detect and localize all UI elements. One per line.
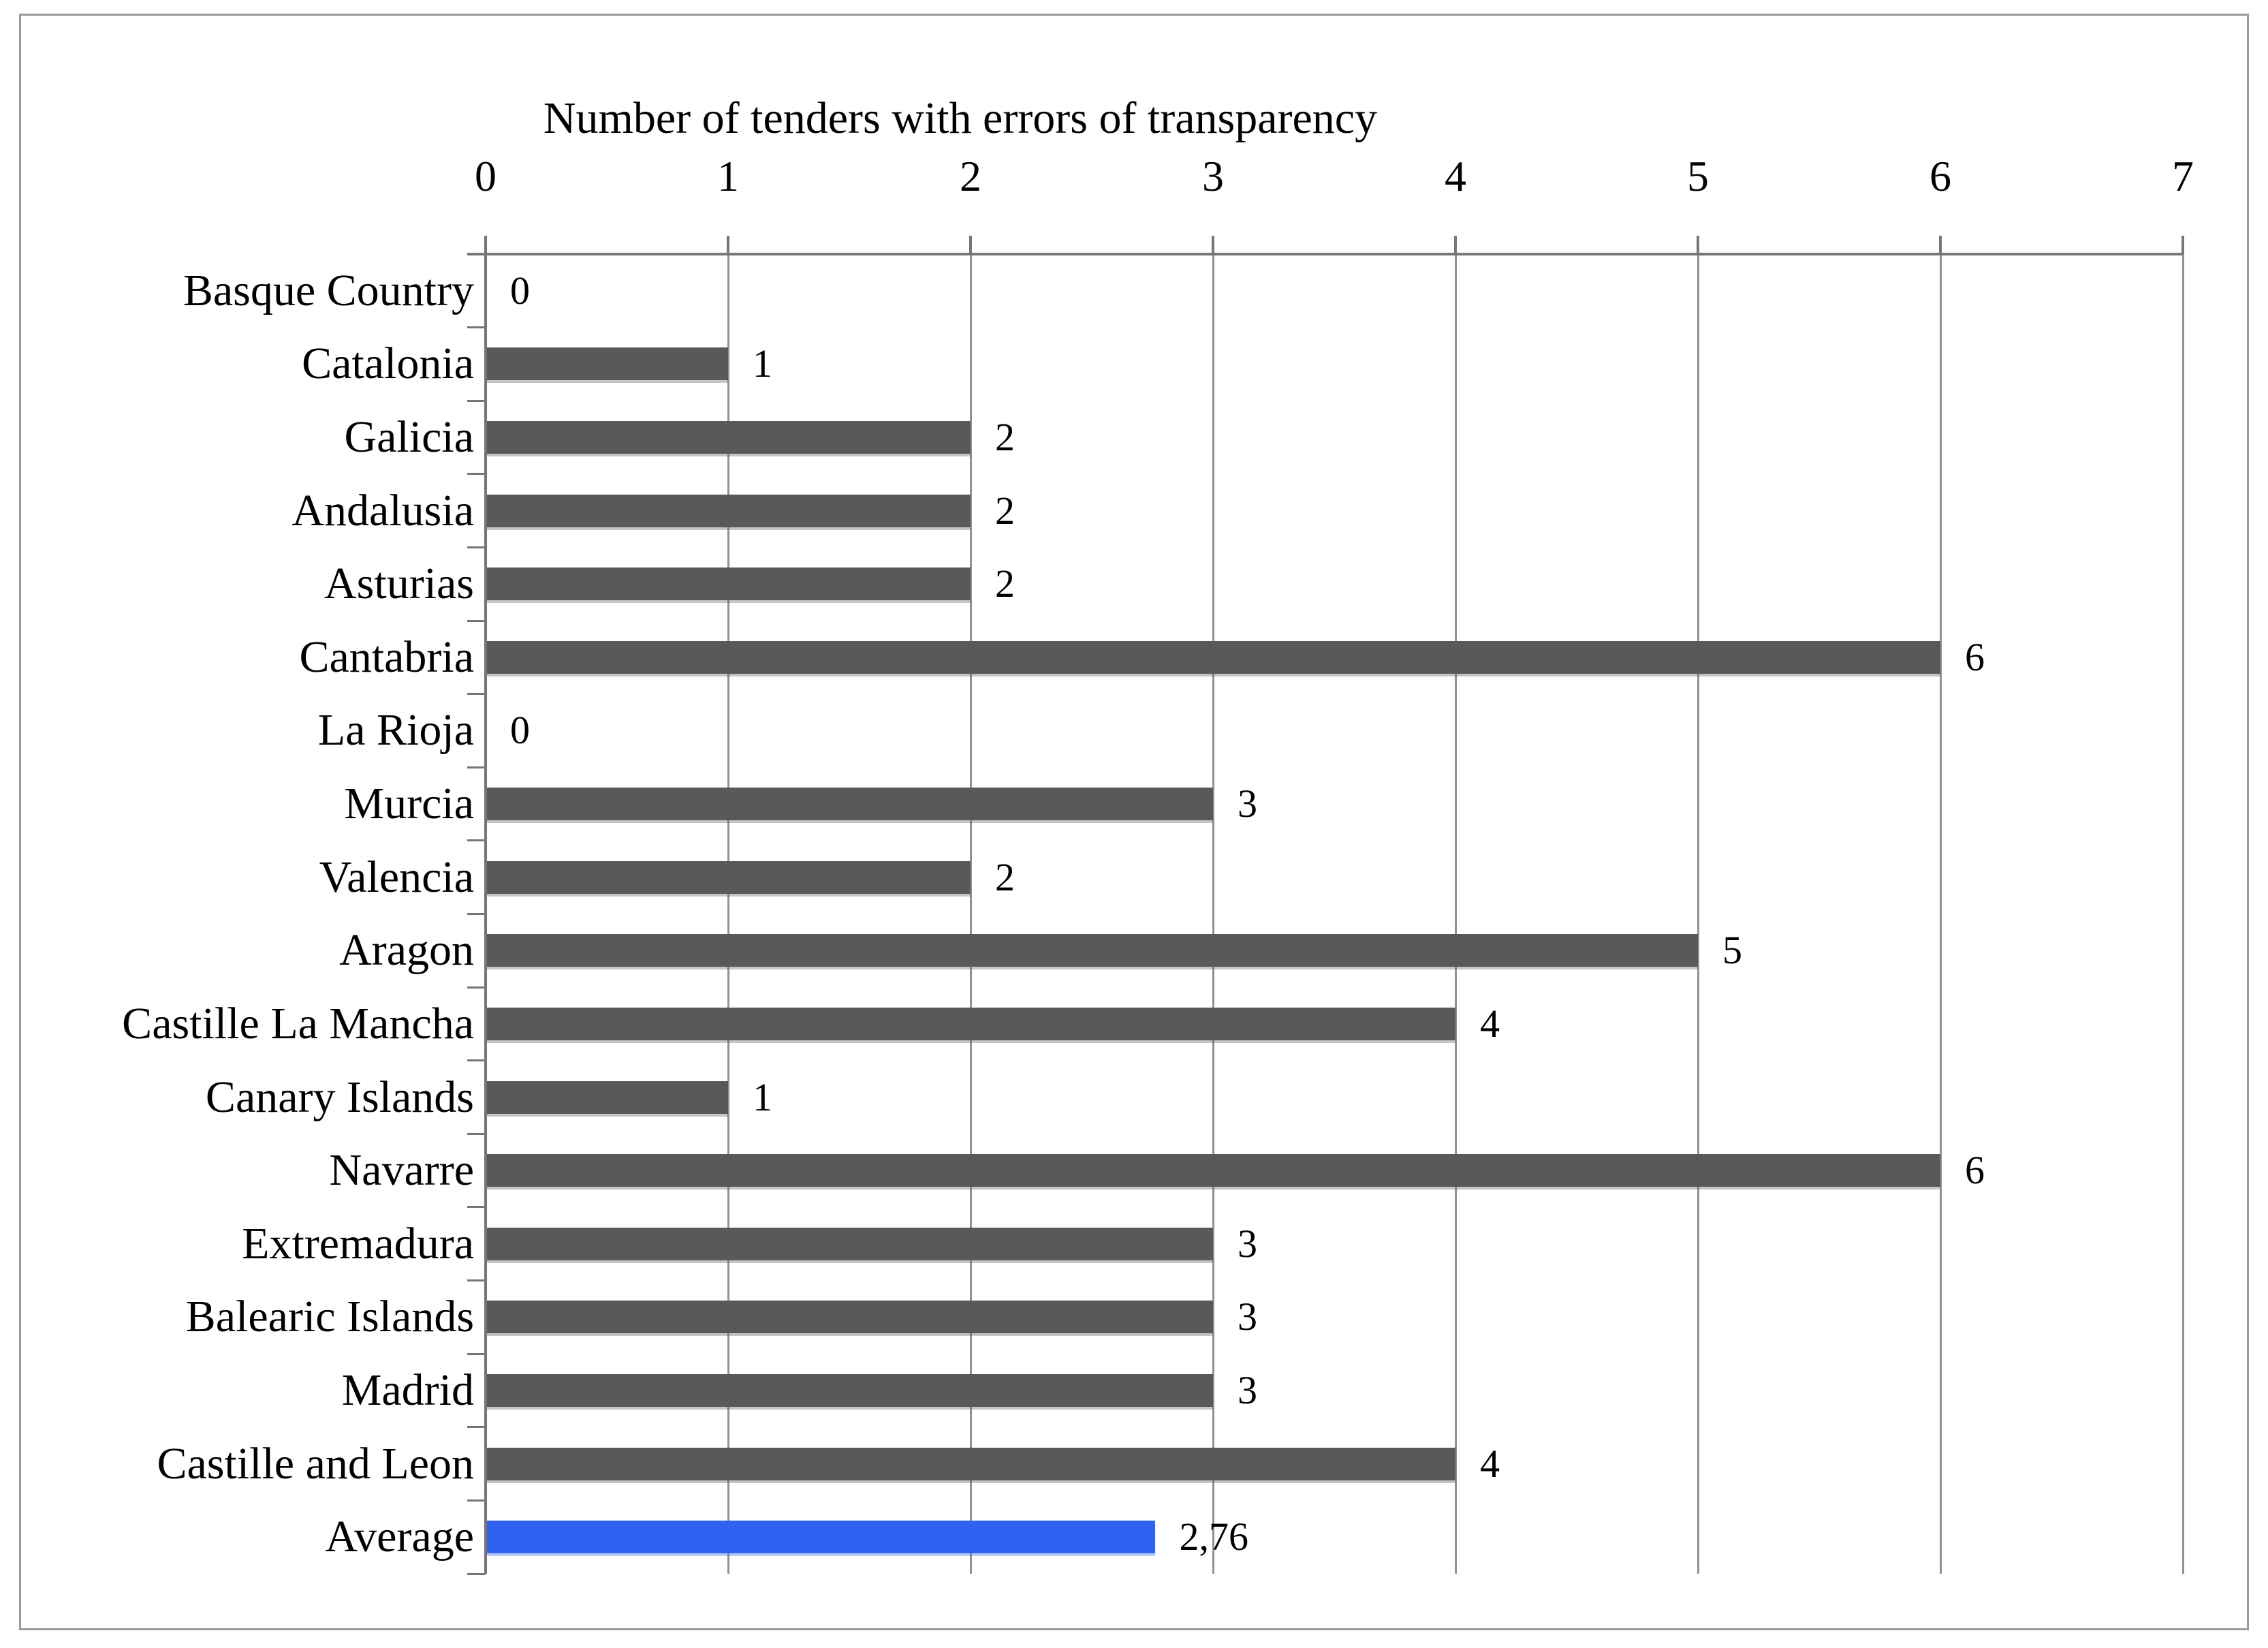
value-label-navarre: 6	[1965, 1148, 1985, 1193]
chart-title: Number of tenders with errors of transpa…	[543, 93, 1378, 143]
bar-murcia	[487, 788, 1213, 821]
gridline-x3	[1212, 254, 1214, 1574]
category-axis-tick	[467, 1499, 486, 1502]
bar-asturias	[487, 568, 971, 601]
value-label-average: 2,76	[1179, 1514, 1249, 1559]
value-label-valencia: 2	[995, 854, 1015, 899]
category-label-catalonia: Catalonia	[302, 339, 474, 389]
x-axis-line	[467, 253, 2183, 255]
category-label-aragon: Aragon	[339, 925, 474, 976]
gridline-x6	[1939, 254, 1942, 1574]
x-axis-tick-1	[727, 236, 729, 254]
bar-castille-la-mancha	[487, 1007, 1455, 1040]
bar-castille-and-leon	[487, 1447, 1455, 1480]
value-label-balearic-islands: 3	[1238, 1294, 1257, 1339]
category-axis-tick	[467, 619, 486, 622]
x-axis-tick-5	[1697, 236, 1699, 254]
category-label-extremadura: Extremadura	[242, 1218, 474, 1269]
value-label-castille-la-mancha: 4	[1480, 1001, 1500, 1046]
category-axis-tick	[467, 1279, 486, 1282]
x-tick-label-7: 7	[2172, 152, 2194, 200]
category-axis-tick	[467, 326, 486, 329]
category-label-asturias: Asturias	[324, 559, 474, 609]
bar-andalusia	[487, 494, 971, 527]
gridline-x1	[727, 254, 729, 1574]
gridline-x2	[969, 254, 972, 1574]
category-axis-tick	[467, 913, 486, 915]
x-tick-label-4: 4	[1445, 152, 1466, 200]
x-tick-label-1: 1	[717, 152, 739, 200]
category-label-canary-islands: Canary Islands	[205, 1072, 474, 1122]
category-label-castille-and-leon: Castille and Leon	[157, 1438, 474, 1489]
category-axis-tick	[467, 766, 486, 768]
bar-valencia	[487, 860, 971, 894]
bar-balearic-islands	[487, 1301, 1213, 1334]
category-label-navarre: Navarre	[329, 1145, 474, 1196]
bar-average	[487, 1521, 1155, 1554]
figure-border	[19, 14, 2249, 1630]
category-axis-tick	[467, 693, 486, 696]
category-label-andalusia: Andalusia	[292, 485, 474, 535]
category-label-la-rioja: La Rioja	[317, 705, 474, 756]
category-axis-tick	[467, 546, 486, 548]
category-axis-tick	[467, 1426, 486, 1429]
category-axis-tick	[467, 1572, 486, 1575]
category-axis-tick	[467, 986, 486, 989]
gridline-x5	[1697, 254, 1699, 1574]
category-label-galicia: Galicia	[344, 412, 474, 463]
x-tick-label-0: 0	[475, 152, 497, 200]
bar-aragon	[487, 934, 1698, 967]
value-label-extremadura: 3	[1238, 1221, 1257, 1266]
bar-madrid	[487, 1373, 1213, 1407]
category-label-valencia: Valencia	[319, 852, 474, 902]
category-axis-tick	[467, 1352, 486, 1355]
category-axis-tick	[467, 1132, 486, 1135]
category-axis-line	[484, 236, 487, 1574]
x-axis-tick-3	[1212, 236, 1214, 254]
bar-navarre	[487, 1154, 1940, 1187]
x-axis-tick-7	[2182, 236, 2184, 254]
x-tick-label-2: 2	[960, 152, 981, 200]
category-axis-tick	[467, 399, 486, 402]
x-axis-tick-4	[1454, 236, 1457, 254]
category-label-average: Average	[325, 1512, 474, 1562]
bar-canary-islands	[487, 1080, 728, 1114]
value-label-asturias: 2	[995, 561, 1015, 606]
x-axis-tick-6	[1939, 236, 1942, 254]
bar-catalonia	[487, 347, 728, 381]
value-label-basque-country: 0	[510, 268, 530, 313]
category-label-basque-country: Basque Country	[183, 265, 474, 315]
category-label-madrid: Madrid	[341, 1365, 474, 1415]
category-label-murcia: Murcia	[344, 779, 474, 829]
value-label-galicia: 2	[995, 415, 1015, 460]
value-label-la-rioja: 0	[510, 708, 530, 753]
value-label-madrid: 3	[1238, 1367, 1257, 1412]
value-label-andalusia: 2	[995, 488, 1015, 533]
value-label-castille-and-leon: 4	[1480, 1441, 1500, 1486]
gridline-x4	[1454, 254, 1457, 1574]
category-label-castille-la-mancha: Castille La Mancha	[122, 998, 474, 1048]
value-label-murcia: 3	[1238, 781, 1257, 826]
bar-cantabria	[487, 640, 1940, 674]
value-label-canary-islands: 1	[753, 1074, 772, 1119]
value-label-cantabria: 6	[1965, 634, 1985, 679]
category-axis-tick	[467, 473, 486, 476]
value-label-catalonia: 1	[753, 341, 772, 386]
category-axis-tick	[467, 839, 486, 842]
category-label-cantabria: Cantabria	[299, 632, 474, 682]
category-axis-tick	[467, 1206, 486, 1209]
gridline-x7	[2182, 254, 2184, 1574]
category-label-balearic-islands: Balearic Islands	[185, 1292, 474, 1342]
x-tick-label-6: 6	[1930, 152, 1951, 200]
value-label-aragon: 5	[1722, 928, 1742, 973]
x-axis-tick-2	[969, 236, 972, 254]
x-tick-label-3: 3	[1202, 152, 1224, 200]
bar-extremadura	[487, 1227, 1213, 1260]
x-tick-label-5: 5	[1687, 152, 1709, 200]
bar-galicia	[487, 421, 971, 454]
category-axis-tick	[467, 1059, 486, 1062]
